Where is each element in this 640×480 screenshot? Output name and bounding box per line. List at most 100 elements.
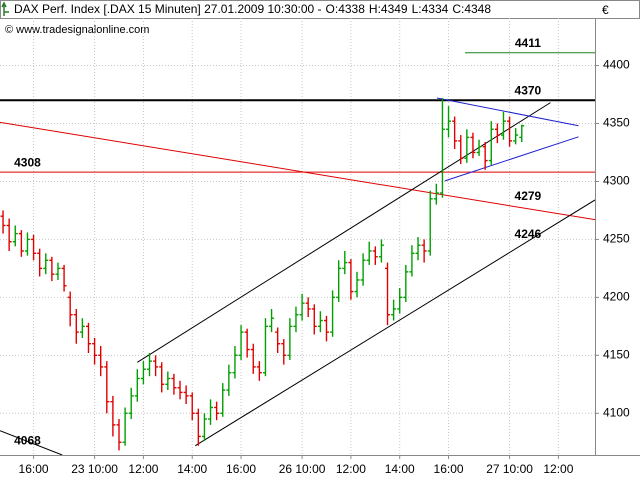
ohlc-bar xyxy=(122,407,128,446)
ohlc-bar xyxy=(61,264,67,292)
ohlc-bar xyxy=(104,361,110,414)
ohlc-bar xyxy=(18,230,24,257)
ohlc-bar xyxy=(391,299,397,321)
ohlc-bar xyxy=(470,132,476,159)
ohlc-bar xyxy=(317,311,323,333)
x-tick-label: 16:00 xyxy=(434,462,464,476)
ohlc-bar xyxy=(214,401,220,421)
ohlc-bar xyxy=(458,135,464,165)
ohlc-bar xyxy=(507,116,513,147)
chart-title: DAX Perf. Index [.DAX 15 Minuten] 27.01.… xyxy=(14,2,322,16)
ohlc-bar xyxy=(482,142,488,170)
ohlc-bar xyxy=(183,385,189,404)
ohlc-bar xyxy=(49,256,55,282)
ohlc-bar xyxy=(378,239,384,263)
ohlc-bar xyxy=(372,246,378,265)
trend-line xyxy=(137,102,551,363)
ohlc-bar xyxy=(476,139,482,156)
quote-value: O:4338 xyxy=(326,2,366,16)
ohlc-bar xyxy=(220,383,226,417)
ohlc-bar xyxy=(336,260,342,302)
x-tick-label: 27 10:00 xyxy=(486,462,533,476)
y-tick-label: 4200 xyxy=(603,290,630,304)
level-label: 4068 xyxy=(14,434,41,448)
trend-line xyxy=(195,199,595,447)
ohlc-bar xyxy=(79,318,85,338)
ohlc-bar xyxy=(116,419,122,451)
ohlc-bar xyxy=(385,262,391,326)
ohlc-bar xyxy=(147,352,153,377)
ohlc-bar xyxy=(500,111,506,140)
ohlc-bar xyxy=(305,297,311,318)
ohlc-bar xyxy=(421,239,427,263)
x-tick-label: 23 10:00 xyxy=(71,462,118,476)
y-tick-label: 4150 xyxy=(603,347,630,361)
ohlc-bar xyxy=(85,322,91,353)
ohlc-bar xyxy=(195,408,201,446)
ohlc-bar xyxy=(67,291,73,327)
ohlc-bar xyxy=(519,124,525,143)
ohlc-bar xyxy=(488,121,494,166)
ohlc-bar xyxy=(256,361,262,381)
y-tick-label: 4100 xyxy=(603,405,630,419)
ohlc-bar xyxy=(12,225,18,247)
level-label: 4370 xyxy=(515,83,542,97)
ohlc-bar xyxy=(177,380,183,400)
ohlc-bar xyxy=(24,232,30,256)
ohlc-bar xyxy=(134,369,140,402)
ohlc-bar xyxy=(415,237,421,261)
trend-line xyxy=(0,121,595,221)
currency-label: € xyxy=(602,3,609,17)
ohlc-bar xyxy=(244,328,250,358)
ohlc-bar xyxy=(92,337,98,365)
ohlc-bar xyxy=(433,183,439,205)
ohlc-bar xyxy=(6,218,12,251)
ohlc-bar xyxy=(354,271,360,298)
y-tick-label: 4300 xyxy=(603,174,630,188)
ohlc-bar xyxy=(366,241,372,265)
ohlc-bar xyxy=(201,413,207,442)
ohlc-bar xyxy=(403,264,409,302)
ohlc-bar xyxy=(330,290,336,337)
ohlc-bar xyxy=(226,364,232,396)
ohlc-bar xyxy=(171,373,177,395)
ohlc-bar xyxy=(128,387,134,420)
ohlc-bar xyxy=(73,308,79,344)
x-tick-label: 14:00 xyxy=(385,462,415,476)
ohlc-bar xyxy=(232,346,238,379)
x-tick-label: 12:00 xyxy=(128,462,158,476)
ohlc-bar xyxy=(159,362,165,393)
ohlc-bar xyxy=(409,245,415,277)
ohlc-bar xyxy=(452,116,458,149)
trend-line xyxy=(0,430,63,455)
ohlc-bar xyxy=(43,253,49,275)
ohlc-bar xyxy=(55,262,61,280)
ohlc-bar xyxy=(439,97,445,198)
x-tick-label: 12:00 xyxy=(336,462,366,476)
ohlc-bar xyxy=(281,339,287,365)
watermark: © www.tradesignalonline.com xyxy=(5,24,149,36)
ohlc-bar xyxy=(427,190,433,256)
ohlc-bar xyxy=(0,210,6,234)
ohlc-bar xyxy=(165,371,171,391)
ohlc-bar xyxy=(37,248,43,277)
ohlc-bar xyxy=(293,306,299,333)
ohlc-bar xyxy=(397,288,403,314)
ohlc-bar xyxy=(348,259,354,300)
ohlc-bar xyxy=(140,361,146,385)
ohlc-bar xyxy=(98,346,104,377)
trend-line xyxy=(436,97,579,127)
ohlc-bar xyxy=(287,318,293,360)
logo-icon xyxy=(1,1,9,16)
ohlc-bar xyxy=(31,234,37,261)
level-label: 4411 xyxy=(515,36,541,50)
quote-value: H:4349 xyxy=(369,2,408,16)
level-label: 4246 xyxy=(515,227,542,241)
quote-value: L:4334 xyxy=(412,2,449,16)
ohlc-bar xyxy=(311,304,317,335)
y-tick-label: 4250 xyxy=(603,232,630,246)
ohlc-bar xyxy=(189,392,195,421)
ohlc-bar xyxy=(494,123,500,144)
